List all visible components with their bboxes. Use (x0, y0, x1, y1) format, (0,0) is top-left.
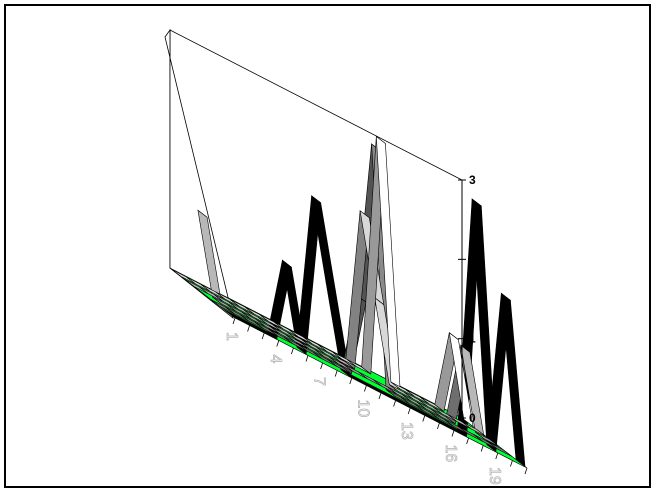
x-tick-label: 19 (486, 467, 503, 485)
y-tick-label: 1 (469, 332, 476, 346)
x-tick (524, 467, 528, 475)
y-axis: 0 1 2 3 (458, 173, 476, 425)
y-tick-label: 3 (469, 173, 476, 187)
x-tick (510, 460, 513, 467)
x-tick (378, 392, 382, 400)
series-ribbon (184, 210, 487, 437)
x-tick-label: 13 (398, 422, 415, 440)
x-tick-label: 10 (354, 400, 371, 418)
series-segment (462, 421, 487, 437)
series-ribbon (171, 135, 474, 428)
x-tick-label: 4 (267, 355, 284, 364)
side-wall (164, 28, 234, 320)
series-segment (448, 331, 474, 428)
x-tick (480, 445, 484, 452)
x-tick (364, 385, 367, 392)
x-tick-label: 16 (442, 445, 459, 463)
x-tick (320, 362, 323, 370)
x-tick-label: 1 (223, 332, 240, 341)
x-tick (466, 437, 469, 445)
x-tick (422, 415, 426, 422)
x-tick (407, 407, 411, 415)
x-tick (334, 370, 338, 377)
x-tick (247, 325, 250, 332)
chart-series (171, 135, 526, 468)
x-tick (261, 332, 265, 340)
series-ribbon (197, 209, 500, 447)
x-tick (305, 355, 309, 362)
x-tick (276, 340, 280, 347)
y-tick-label: 0 (469, 411, 476, 425)
x-tick (451, 430, 455, 437)
series-segment (500, 292, 526, 468)
x-tick (291, 347, 294, 355)
y-tick-label: 2 (469, 252, 476, 266)
x-tick (393, 400, 396, 407)
x-tick (349, 377, 353, 385)
series-segment (475, 431, 500, 447)
x-tick (232, 317, 236, 325)
x-tick-label: 7 (311, 377, 328, 386)
x-tick (495, 452, 499, 460)
series-segment (488, 441, 513, 457)
x-tick (437, 422, 440, 430)
series-ribbon (223, 195, 526, 468)
